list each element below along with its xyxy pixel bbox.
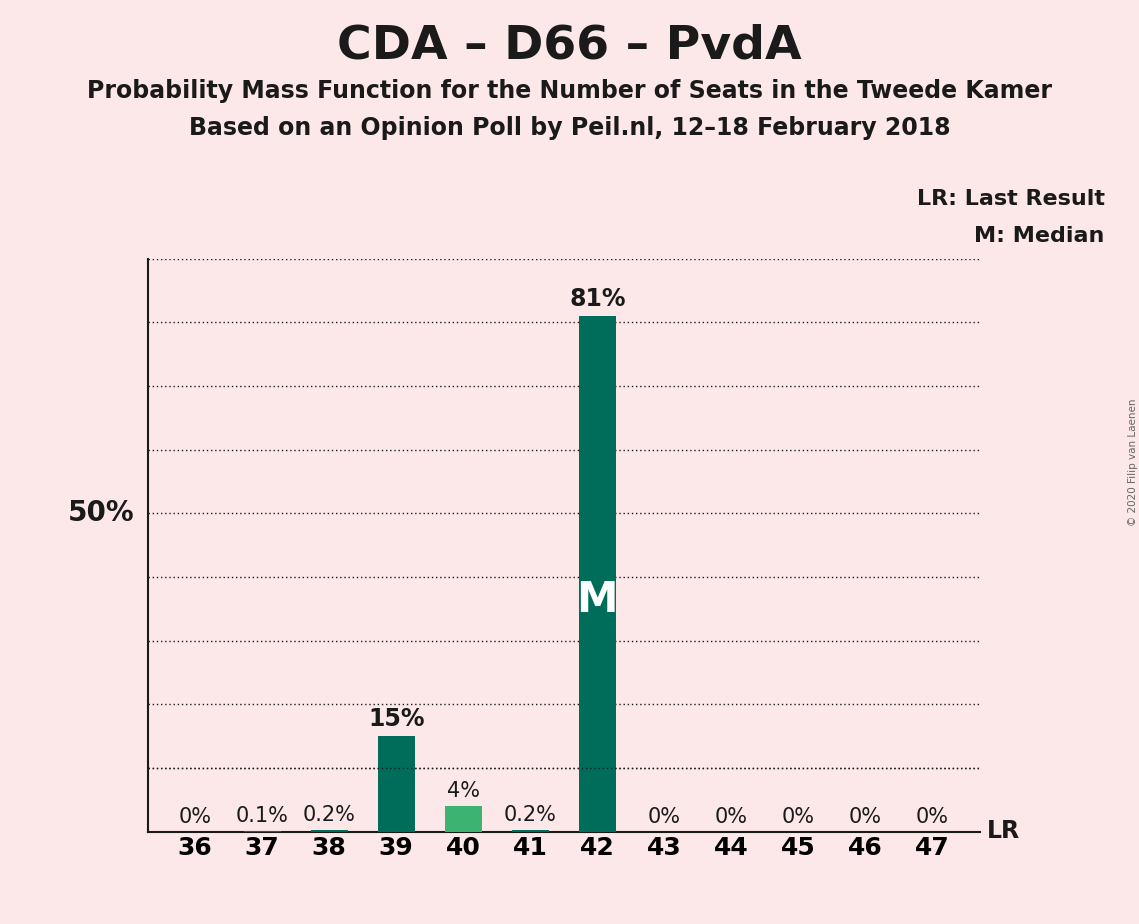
Text: 0%: 0% — [648, 807, 681, 826]
Text: LR: Last Result: LR: Last Result — [917, 188, 1105, 209]
Bar — [311, 831, 347, 832]
Text: 15%: 15% — [368, 707, 425, 731]
Text: 0%: 0% — [179, 807, 212, 826]
Text: 0%: 0% — [715, 807, 748, 826]
Text: M: Median: M: Median — [975, 225, 1105, 246]
Bar — [579, 316, 616, 832]
Text: 4%: 4% — [446, 781, 480, 801]
Text: 0.2%: 0.2% — [303, 805, 355, 825]
Bar — [511, 831, 549, 832]
Text: 0%: 0% — [916, 807, 949, 826]
Text: © 2020 Filip van Laenen: © 2020 Filip van Laenen — [1129, 398, 1138, 526]
Text: 81%: 81% — [570, 287, 625, 310]
Bar — [378, 736, 415, 832]
Text: Based on an Opinion Poll by Peil.nl, 12–18 February 2018: Based on an Opinion Poll by Peil.nl, 12–… — [189, 116, 950, 140]
Text: 0%: 0% — [849, 807, 882, 826]
Text: 50%: 50% — [67, 499, 134, 528]
Text: M: M — [576, 578, 618, 621]
Bar — [445, 806, 482, 832]
Text: 0%: 0% — [782, 807, 816, 826]
Text: Probability Mass Function for the Number of Seats in the Tweede Kamer: Probability Mass Function for the Number… — [87, 79, 1052, 103]
Text: LR: LR — [986, 819, 1019, 843]
Text: 0.2%: 0.2% — [503, 805, 557, 825]
Text: 0.1%: 0.1% — [236, 806, 288, 826]
Text: CDA – D66 – PvdA: CDA – D66 – PvdA — [337, 23, 802, 68]
